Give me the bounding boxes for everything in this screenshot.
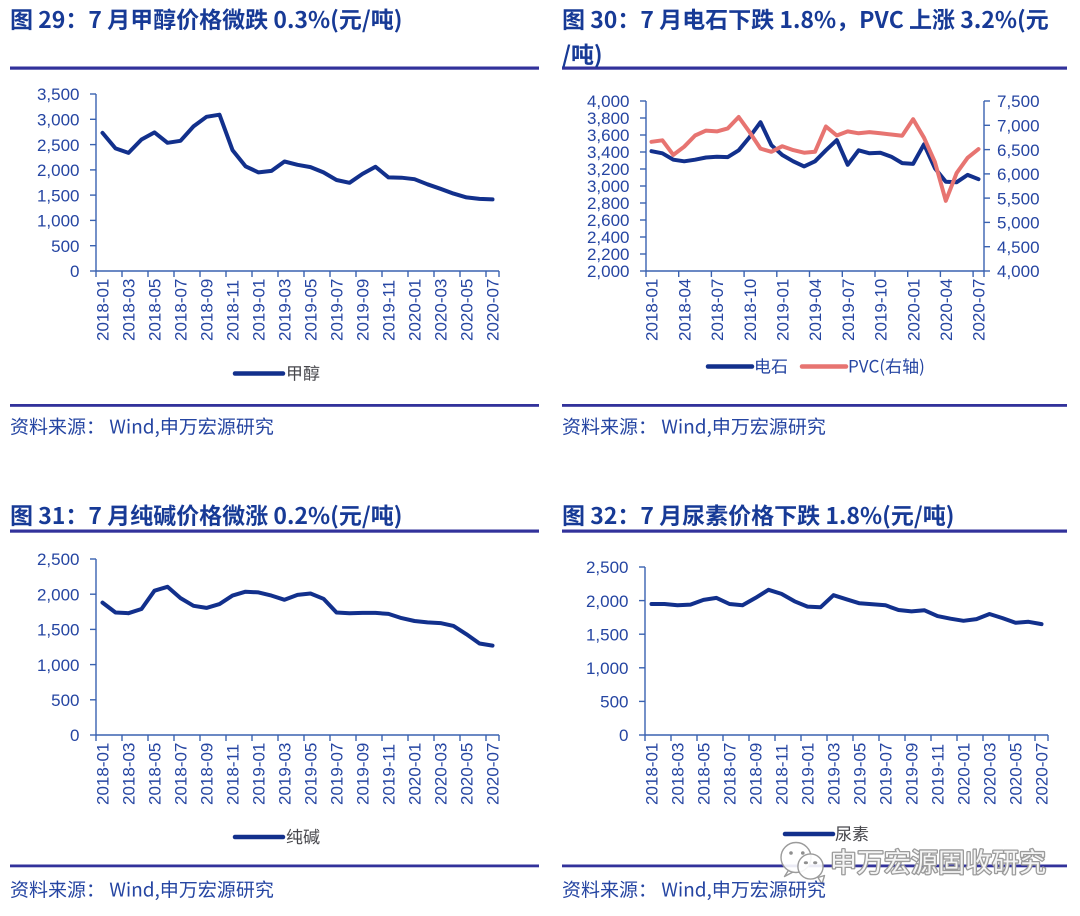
svg-text:2018-01: 2018-01 xyxy=(94,743,113,805)
svg-text:2019-07: 2019-07 xyxy=(328,743,347,805)
svg-text:2018-10: 2018-10 xyxy=(741,279,760,341)
svg-text:2019-05: 2019-05 xyxy=(302,279,321,341)
svg-text:2,200: 2,200 xyxy=(587,245,630,264)
svg-text:7,500: 7,500 xyxy=(997,92,1040,111)
svg-text:2019-11: 2019-11 xyxy=(380,280,399,341)
svg-text:2020-03: 2020-03 xyxy=(432,743,451,805)
svg-text:2018-11: 2018-11 xyxy=(224,744,243,805)
svg-text:2020-07: 2020-07 xyxy=(484,743,503,805)
svg-text:2019-01: 2019-01 xyxy=(250,279,269,341)
svg-text:2,000: 2,000 xyxy=(37,585,80,604)
svg-text:2018-11: 2018-11 xyxy=(773,744,792,805)
svg-text:2019-04: 2019-04 xyxy=(806,279,825,341)
svg-text:0: 0 xyxy=(619,726,628,745)
svg-text:4,000: 4,000 xyxy=(587,92,630,111)
svg-text:2020-01: 2020-01 xyxy=(406,279,425,341)
svg-text:3,000: 3,000 xyxy=(587,177,630,196)
svg-text:3,200: 3,200 xyxy=(587,160,630,179)
svg-text:2019-05: 2019-05 xyxy=(302,743,321,805)
svg-text:2,000: 2,000 xyxy=(587,262,630,281)
svg-text:2020-03: 2020-03 xyxy=(432,279,451,341)
svg-text:2018-04: 2018-04 xyxy=(675,279,694,341)
svg-text:2018-09: 2018-09 xyxy=(747,743,766,805)
svg-text:2018-05: 2018-05 xyxy=(695,743,714,805)
svg-text:2018-05: 2018-05 xyxy=(146,743,165,805)
svg-text:2020-01: 2020-01 xyxy=(406,743,425,805)
svg-text:7,000: 7,000 xyxy=(997,117,1040,136)
svg-text:2,500: 2,500 xyxy=(37,550,80,569)
svg-text:1,000: 1,000 xyxy=(586,659,629,678)
svg-text:2020-07: 2020-07 xyxy=(484,279,503,341)
svg-text:2018-01: 2018-01 xyxy=(643,279,662,341)
svg-text:3,500: 3,500 xyxy=(37,85,80,104)
svg-text:2,000: 2,000 xyxy=(37,161,80,180)
svg-text:1,000: 1,000 xyxy=(37,656,80,675)
svg-text:2018-03: 2018-03 xyxy=(669,743,688,805)
svg-text:2,600: 2,600 xyxy=(587,211,630,230)
svg-text:2019-03: 2019-03 xyxy=(276,743,295,805)
svg-text:6,500: 6,500 xyxy=(997,141,1040,160)
svg-text:1,500: 1,500 xyxy=(586,625,629,644)
svg-text:3,400: 3,400 xyxy=(587,143,630,162)
svg-text:2020-07: 2020-07 xyxy=(970,279,989,341)
svg-text:3,000: 3,000 xyxy=(37,111,80,130)
svg-text:0: 0 xyxy=(70,726,79,745)
svg-text:2018-07: 2018-07 xyxy=(721,743,740,805)
svg-text:2,000: 2,000 xyxy=(586,592,629,611)
svg-text:2019-07: 2019-07 xyxy=(839,279,858,341)
svg-text:2018-07: 2018-07 xyxy=(172,279,191,341)
svg-text:2,800: 2,800 xyxy=(587,194,630,213)
svg-text:2019-03: 2019-03 xyxy=(825,743,844,805)
svg-text:1,000: 1,000 xyxy=(37,212,80,231)
svg-text:2019-09: 2019-09 xyxy=(903,743,922,805)
svg-text:2,500: 2,500 xyxy=(37,136,80,155)
svg-text:2018-11: 2018-11 xyxy=(224,280,243,341)
svg-text:2019-03: 2019-03 xyxy=(276,279,295,341)
svg-text:2020-04: 2020-04 xyxy=(937,279,956,341)
svg-text:2018-07: 2018-07 xyxy=(172,743,191,805)
svg-text:5,500: 5,500 xyxy=(997,189,1040,208)
svg-text:2019-09: 2019-09 xyxy=(354,743,373,805)
svg-text:2020-05: 2020-05 xyxy=(458,279,477,341)
svg-text:5,000: 5,000 xyxy=(997,214,1040,233)
svg-text:2019-09: 2019-09 xyxy=(354,279,373,341)
svg-text:2018-03: 2018-03 xyxy=(120,279,139,341)
svg-text:2019-05: 2019-05 xyxy=(851,743,870,805)
svg-text:2020-05: 2020-05 xyxy=(458,743,477,805)
svg-text:4,000: 4,000 xyxy=(997,262,1040,281)
svg-text:3,800: 3,800 xyxy=(587,109,630,128)
svg-text:1,500: 1,500 xyxy=(37,621,80,640)
svg-text:500: 500 xyxy=(600,693,628,712)
svg-text:2018-09: 2018-09 xyxy=(198,279,217,341)
svg-text:2,400: 2,400 xyxy=(587,228,630,247)
svg-text:2018-09: 2018-09 xyxy=(198,743,217,805)
svg-text:2019-01: 2019-01 xyxy=(799,743,818,805)
svg-text:1,500: 1,500 xyxy=(37,186,80,205)
svg-text:2020-01: 2020-01 xyxy=(904,279,923,341)
svg-text:2018-05: 2018-05 xyxy=(146,279,165,341)
svg-text:6,000: 6,000 xyxy=(997,165,1040,184)
svg-text:2018-01: 2018-01 xyxy=(643,743,662,805)
svg-text:2019-11: 2019-11 xyxy=(380,744,399,805)
svg-text:0: 0 xyxy=(70,262,79,281)
svg-text:2018-01: 2018-01 xyxy=(94,279,113,341)
svg-text:2018-03: 2018-03 xyxy=(120,743,139,805)
svg-text:500: 500 xyxy=(51,237,79,256)
svg-text:2020-01: 2020-01 xyxy=(955,743,974,805)
svg-text:2019-01: 2019-01 xyxy=(250,743,269,805)
svg-text:2019-01: 2019-01 xyxy=(774,279,793,341)
svg-text:2019-10: 2019-10 xyxy=(872,279,891,341)
svg-text:2019-07: 2019-07 xyxy=(328,279,347,341)
svg-text:500: 500 xyxy=(51,691,79,710)
svg-text:3,600: 3,600 xyxy=(587,126,630,145)
svg-text:2020-05: 2020-05 xyxy=(1007,743,1026,805)
svg-text:4,500: 4,500 xyxy=(997,238,1040,257)
svg-text:2020-03: 2020-03 xyxy=(981,743,1000,805)
svg-text:2018-07: 2018-07 xyxy=(708,279,727,341)
svg-text:2020-07: 2020-07 xyxy=(1033,743,1052,805)
svg-text:2019-11: 2019-11 xyxy=(929,744,948,805)
svg-text:2,500: 2,500 xyxy=(586,558,629,577)
svg-text:2019-07: 2019-07 xyxy=(877,743,896,805)
